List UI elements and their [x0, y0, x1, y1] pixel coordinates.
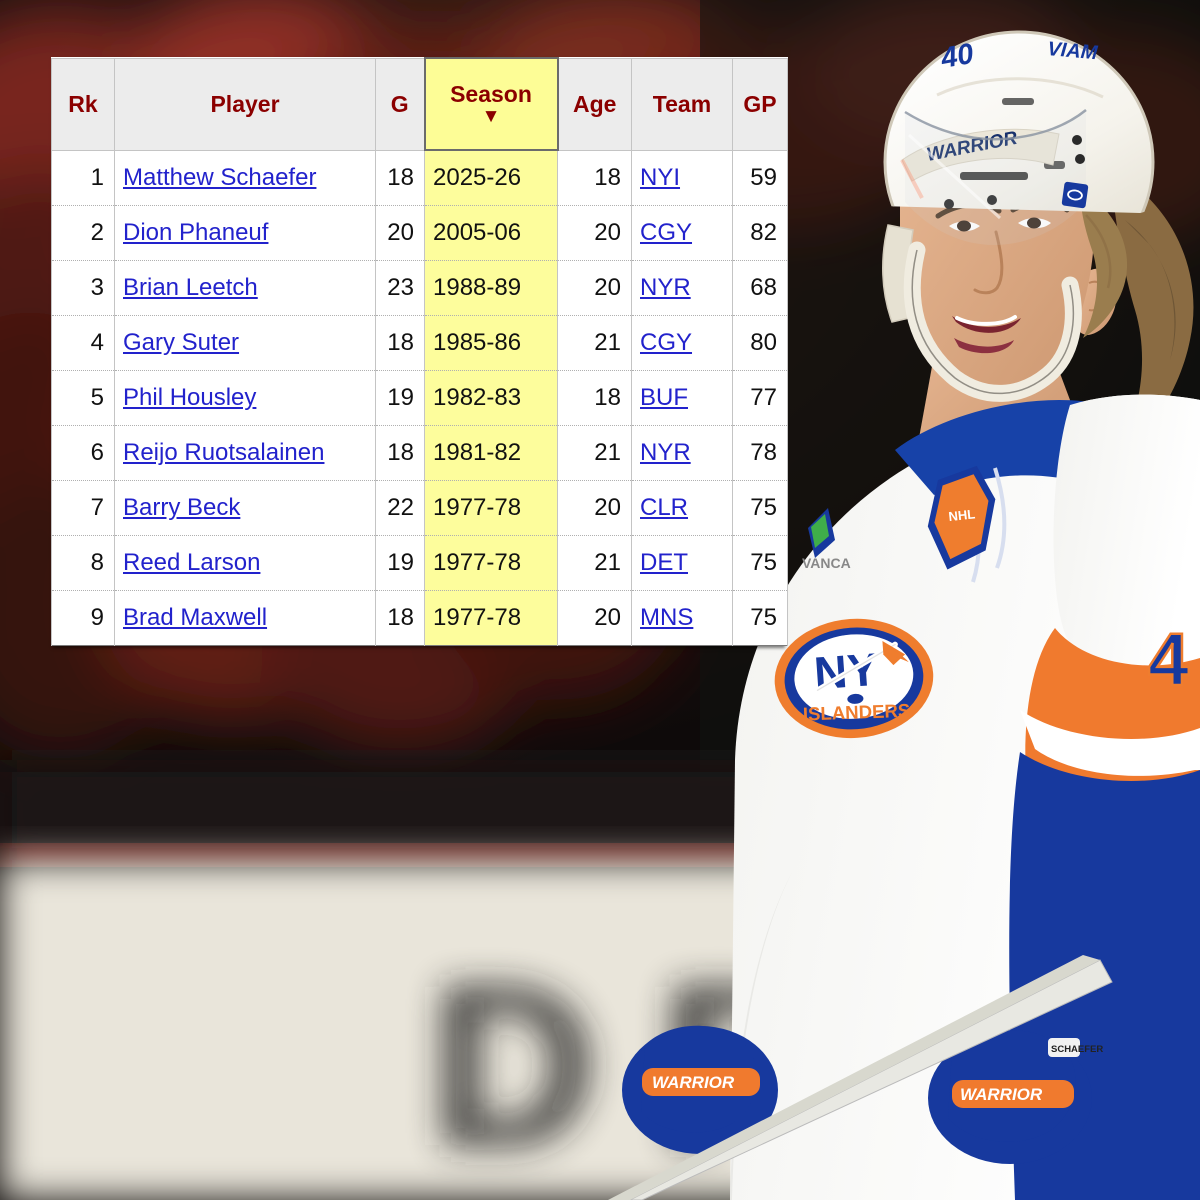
svg-text:SCHAEFER: SCHAEFER: [1051, 1044, 1103, 1055]
svg-text:NHL: NHL: [948, 506, 976, 524]
svg-text:VANCA: VANCA: [802, 555, 851, 571]
svg-text:4: 4: [1148, 618, 1189, 701]
svg-text:40: 40: [938, 38, 976, 75]
svg-text:VIAM: VIAM: [1047, 38, 1100, 64]
svg-text:WARRIOR: WARRIOR: [960, 1085, 1043, 1104]
svg-text:ISLANDERS: ISLANDERS: [802, 700, 910, 725]
svg-text:WARRIOR: WARRIOR: [652, 1073, 735, 1092]
